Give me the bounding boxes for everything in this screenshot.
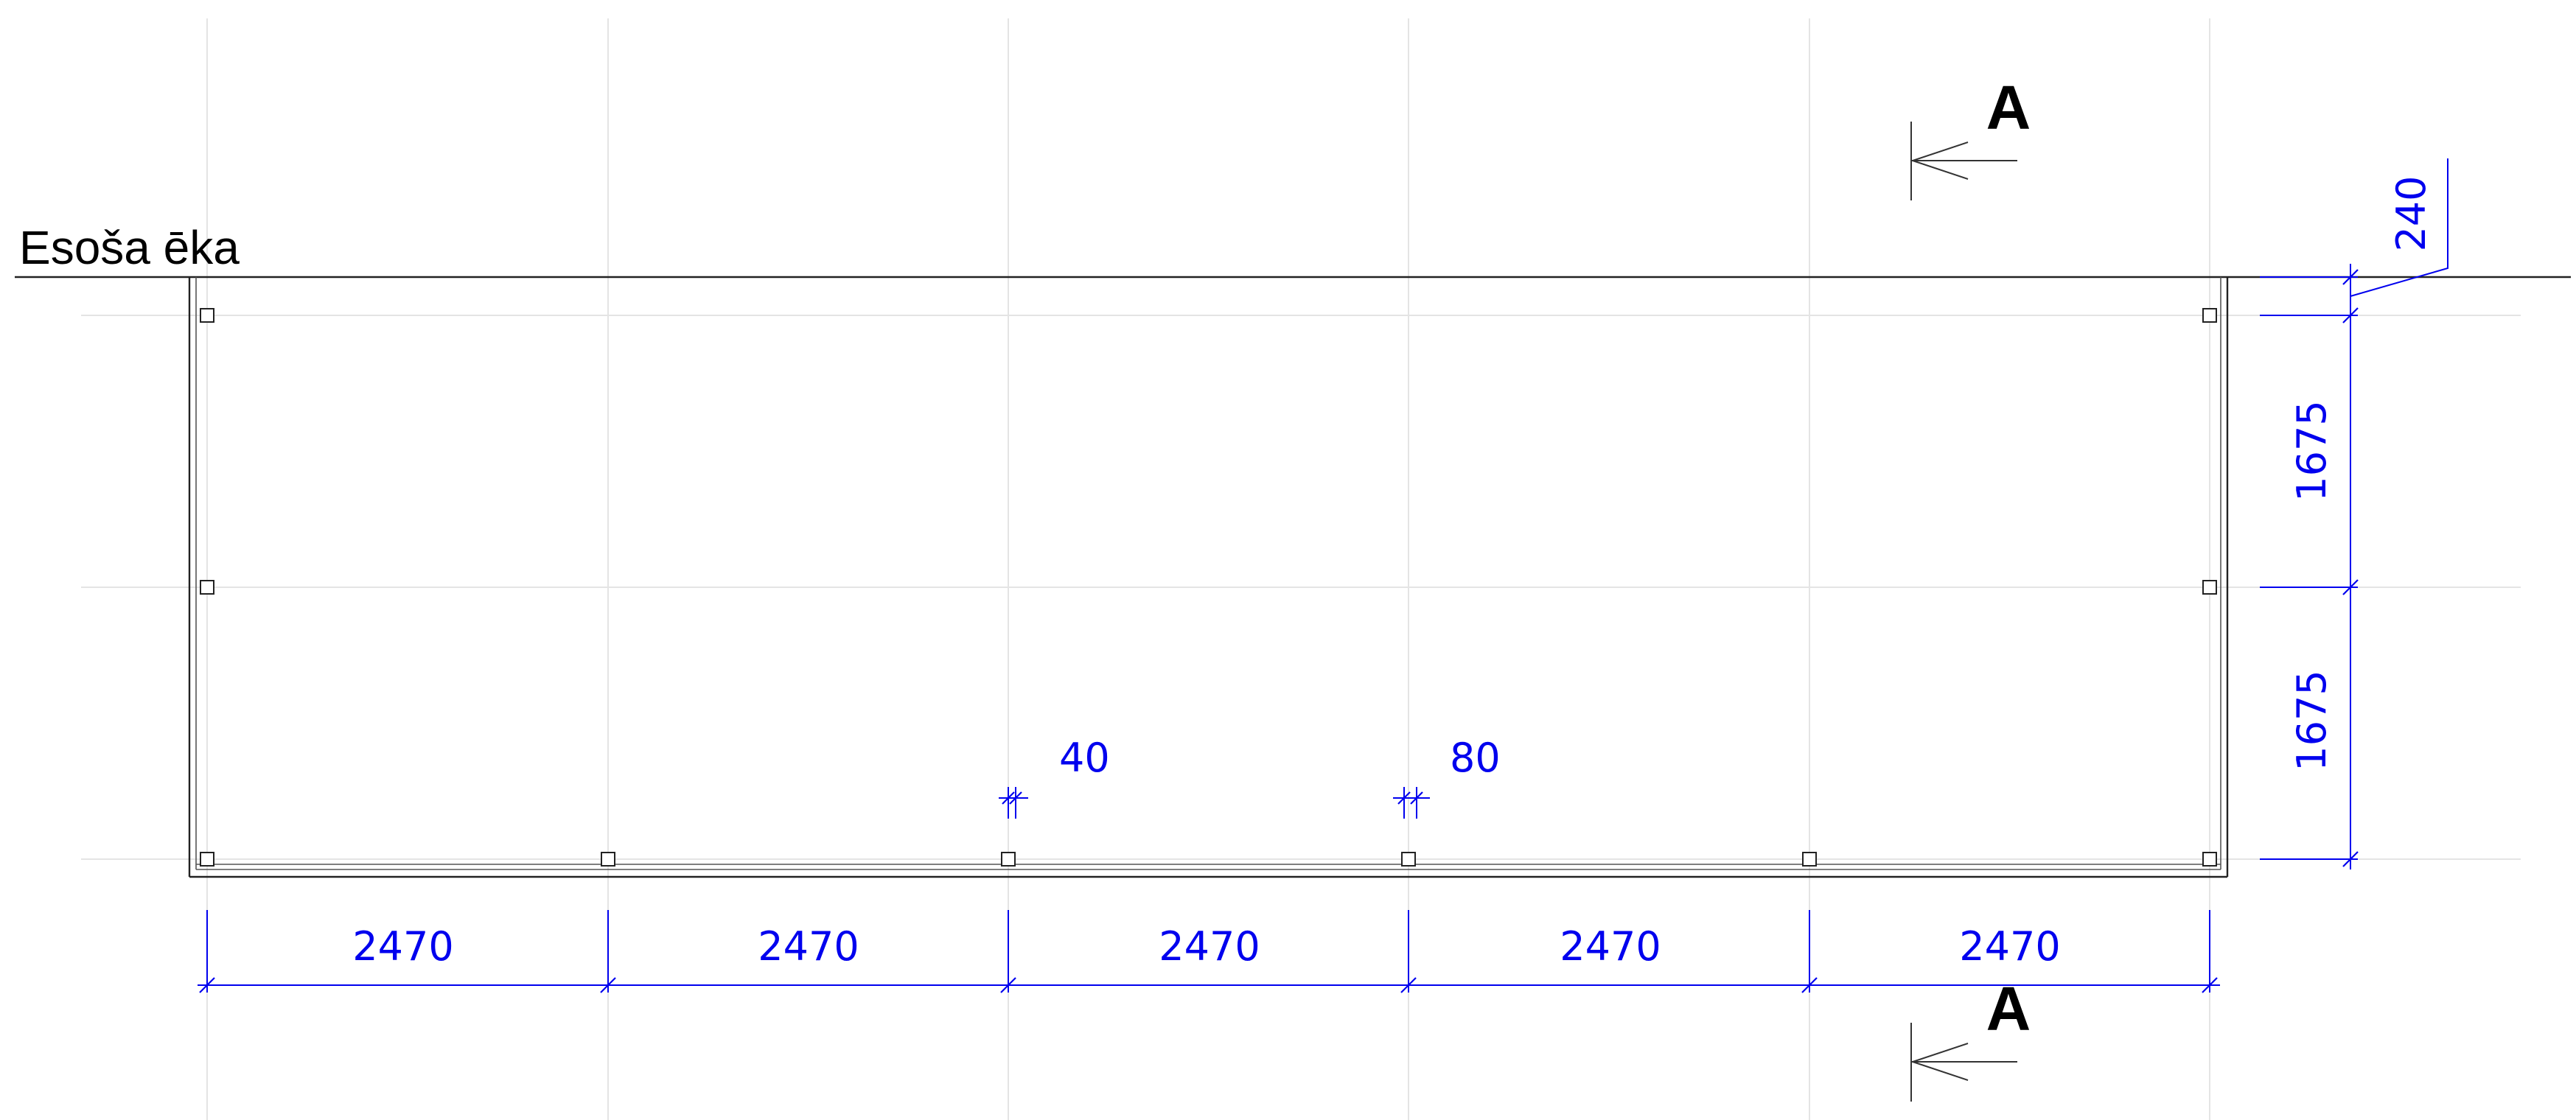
bay-tick-6: [2202, 977, 2218, 993]
section-letter: A: [1986, 73, 2031, 142]
post: [601, 852, 615, 867]
post: [200, 308, 214, 323]
post: [2202, 852, 2217, 867]
side-tick-3: [2342, 579, 2359, 595]
gap-tick: [1410, 791, 1423, 805]
bay-dimension-label: 2470: [1560, 923, 1661, 970]
existing-building-label: Esoša ēka: [19, 221, 240, 274]
gap-tick: [1009, 791, 1022, 805]
building-outline: [188, 277, 2229, 878]
side-tick-2: [2342, 307, 2359, 323]
post: [200, 852, 214, 867]
posts: [200, 308, 2217, 867]
section-arrow-head-icon: [1910, 141, 1969, 180]
grid-lines: [81, 18, 2521, 1120]
side-dimension-chain: 240 1675 1675: [2260, 158, 2448, 869]
side-dimension-label: 240: [2388, 175, 2434, 251]
side-dimension-label: 1675: [2289, 400, 2335, 501]
post: [1802, 852, 1817, 867]
post: [2202, 308, 2217, 323]
side-dimension-label: 1675: [2289, 670, 2335, 771]
section-marker-bottom: A: [1910, 974, 2031, 1102]
post: [1001, 852, 1016, 867]
section-letter: A: [1986, 974, 2031, 1043]
bay-dimension-label: 2470: [1959, 923, 2060, 970]
gap-tick: [1002, 791, 1015, 805]
bay-tick-1: [199, 977, 215, 993]
section-marker-top: A: [1910, 73, 2031, 200]
bay-dimension-label: 2470: [1159, 923, 1260, 970]
post: [1401, 852, 1416, 867]
bay-tick-5: [1801, 977, 1818, 993]
side-tick-1: [2342, 269, 2359, 285]
section-arrow-head-icon: [1910, 1043, 1969, 1081]
gap-dimensions: 40 80: [999, 735, 1501, 819]
post: [200, 580, 214, 595]
side-dimension-leader: [2350, 158, 2448, 297]
gap-tick: [1397, 791, 1411, 805]
post: [2202, 580, 2217, 595]
side-tick-4: [2342, 851, 2359, 867]
bay-dimension-label: 2470: [352, 923, 453, 970]
bay-tick-4: [1400, 977, 1417, 993]
bay-tick-3: [1000, 977, 1016, 993]
bay-dimension-chain: 2470 2470 2470 2470 2470: [198, 910, 2220, 993]
bay-dimension-label: 2470: [758, 923, 859, 970]
gap-dimension-label: 80: [1450, 735, 1501, 781]
bay-tick-2: [600, 977, 616, 993]
gap-dimension-label: 40: [1059, 735, 1110, 781]
